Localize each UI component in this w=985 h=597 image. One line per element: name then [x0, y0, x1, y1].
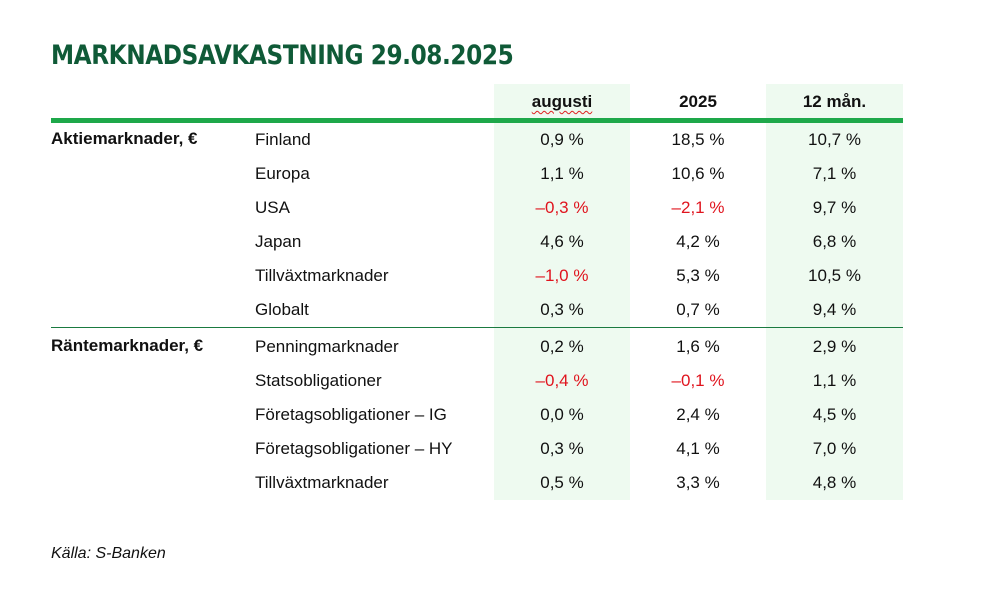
value-cell: –0,3 % — [535, 198, 589, 217]
value-cell: 7,1 % — [812, 164, 857, 183]
group-label-equity: Aktiemarknader, € — [51, 129, 198, 148]
row-label: Företagsobligationer – IG — [255, 405, 447, 424]
table-row: USA –0,3 % –2,1 % 9,7 % — [0, 190, 985, 224]
value-cell: 0,9 % — [540, 130, 584, 149]
row-label: Penningmarknader — [255, 337, 399, 356]
row-label: Företagsobligationer – HY — [255, 439, 453, 458]
value-cell: 9,4 % — [812, 300, 857, 319]
value-cell: –0,1 % — [671, 371, 725, 390]
value-cell: 4,8 % — [812, 473, 857, 492]
table-row: Företagsobligationer – HY 0,3 % 4,1 % 7,0 % — [0, 431, 985, 465]
header-divider — [51, 118, 903, 123]
value-cell: 0,7 % — [676, 300, 720, 319]
value-cell: 1,6 % — [676, 337, 720, 356]
value-cell: 18,5 % — [671, 130, 725, 149]
table-row: Tillväxtmarknader –1,0 % 5,3 % 10,5 % — [0, 258, 985, 292]
column-shade-12-man — [766, 84, 903, 500]
row-label: Tillväxtmarknader — [255, 473, 389, 492]
table-row: Finland 0,9 % 18,5 % 10,7 % — [0, 122, 985, 156]
value-cell: 10,6 % — [671, 164, 725, 183]
value-cell: –1,0 % — [535, 266, 589, 285]
column-shade-augusti — [494, 84, 630, 500]
row-label: Finland — [255, 130, 311, 149]
value-cell: 1,1 % — [540, 164, 584, 183]
value-cell: –2,1 % — [671, 198, 725, 217]
value-cell: 4,6 % — [540, 232, 584, 251]
row-label: Europa — [255, 164, 310, 183]
value-cell: 1,1 % — [812, 371, 857, 390]
value-cell: 4,1 % — [676, 439, 720, 458]
value-cell: 9,7 % — [812, 198, 857, 217]
row-label: Tillväxtmarknader — [255, 266, 389, 285]
value-cell: 7,0 % — [812, 439, 857, 458]
value-cell: 5,3 % — [676, 266, 720, 285]
value-cell: 0,3 % — [540, 439, 584, 458]
column-header-2025: 2025 — [679, 92, 717, 111]
value-cell: 2,4 % — [676, 405, 720, 424]
row-label: USA — [255, 198, 290, 217]
value-cell: 0,0 % — [540, 405, 584, 424]
value-cell: 4,5 % — [812, 405, 857, 424]
row-label: Japan — [255, 232, 302, 251]
page-title: MARKNADSAVKASTNING 29.08.2025 — [51, 40, 514, 71]
value-cell: 0,3 % — [540, 300, 584, 319]
group-divider — [51, 327, 903, 328]
table-row: Penningmarknader 0,2 % 1,6 % 2,9 % — [0, 329, 985, 363]
value-cell: 6,8 % — [812, 232, 857, 251]
value-cell: 10,7 % — [808, 130, 861, 149]
table-row: Japan 4,6 % 4,2 % 6,8 % — [0, 224, 985, 258]
value-cell: 0,2 % — [540, 337, 584, 356]
value-cell: 10,5 % — [808, 266, 861, 285]
value-cell: 4,2 % — [676, 232, 720, 251]
column-header-12-man: 12 mån. — [802, 92, 867, 111]
table-row: Företagsobligationer – IG 0,0 % 2,4 % 4,5 % — [0, 397, 985, 431]
source-note: Källa: S-Banken — [51, 545, 166, 562]
column-header-augusti: augusti — [531, 92, 593, 111]
table-row: Statsobligationer –0,4 % –0,1 % 1,1 % — [0, 363, 985, 397]
group-label-fixed-income: Räntemarknader, € — [51, 336, 204, 355]
table-row: Globalt 0,3 % 0,7 % 9,4 % — [0, 292, 985, 326]
value-cell: 3,3 % — [676, 473, 720, 492]
row-label: Globalt — [255, 300, 309, 319]
value-cell: –0,4 % — [535, 371, 589, 390]
table-row: Europa 1,1 % 10,6 % 7,1 % — [0, 156, 985, 190]
value-cell: 0,5 % — [540, 473, 584, 492]
row-label: Statsobligationer — [255, 371, 382, 390]
value-cell: 2,9 % — [812, 337, 857, 356]
table-row: Tillväxtmarknader 0,5 % 3,3 % 4,8 % — [0, 465, 985, 499]
